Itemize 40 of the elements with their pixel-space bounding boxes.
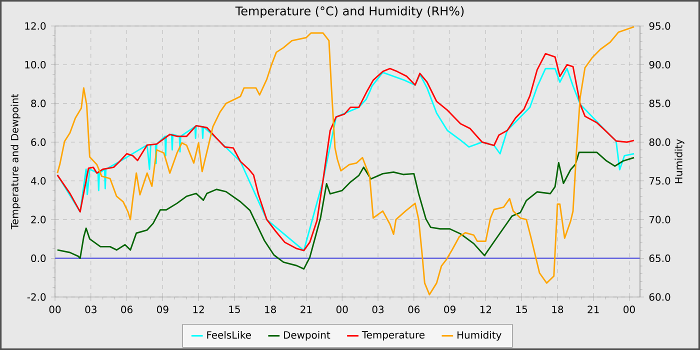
y2-tick-label: 80.0 [649, 138, 670, 146]
y2-axis-title: Humidity [674, 139, 684, 184]
y-tick-label: 2.0 [31, 216, 46, 224]
y-tick-label: -2.0 [27, 293, 46, 301]
x-tick-label: 00 [336, 306, 348, 314]
x-tick-label: 15 [229, 306, 240, 314]
y2-tick-label: 60.0 [649, 293, 670, 301]
legend-label: FeelsLike [207, 331, 251, 339]
legend-label: Temperature [362, 331, 424, 340]
x-tick-label: 15 [516, 306, 528, 314]
chart-title: Temperature (°C) and Humidity (RH%) [235, 6, 464, 18]
x-tick-label: 12 [480, 306, 492, 314]
y-tick-label: 10.0 [25, 60, 46, 68]
x-tick-label: 09 [444, 306, 456, 314]
y-tick-label: 12.0 [25, 22, 46, 30]
legend-label: Humidity [458, 331, 502, 341]
legend-label: Dewpoint [284, 331, 330, 341]
y2-tick-label: 70.0 [650, 216, 670, 224]
y-tick-label: 0.0 [31, 254, 46, 262]
y2-tick-label: 90.0 [649, 60, 670, 68]
y2-tick-label: 85.0 [649, 100, 670, 108]
y-tick-label: 6.0 [31, 138, 46, 146]
x-tick-label: 00 [49, 306, 61, 314]
x-tick-label: 09 [157, 306, 168, 314]
y2-tick-label: 65.0 [649, 254, 670, 262]
y-tick-label: 8.0 [31, 100, 46, 108]
y-tick-label: 4.0 [30, 177, 46, 185]
x-tick-label: 21 [588, 306, 599, 314]
x-tick-label: 00 [624, 306, 635, 314]
y2-tick-label: 75.0 [650, 177, 670, 185]
x-tick-label: 03 [372, 306, 384, 314]
x-tick-label: 12 [193, 306, 204, 314]
x-tick-label: 18 [552, 306, 564, 314]
y-axis-title: Temperature and Dewpoint [10, 94, 20, 230]
x-tick-label: 03 [85, 306, 96, 314]
x-tick-label: 06 [408, 306, 420, 314]
y2-tick-label: 95.0 [649, 22, 670, 30]
x-tick-label: 18 [265, 306, 276, 314]
x-tick-label: 21 [300, 306, 312, 314]
x-tick-label: 06 [121, 306, 132, 314]
